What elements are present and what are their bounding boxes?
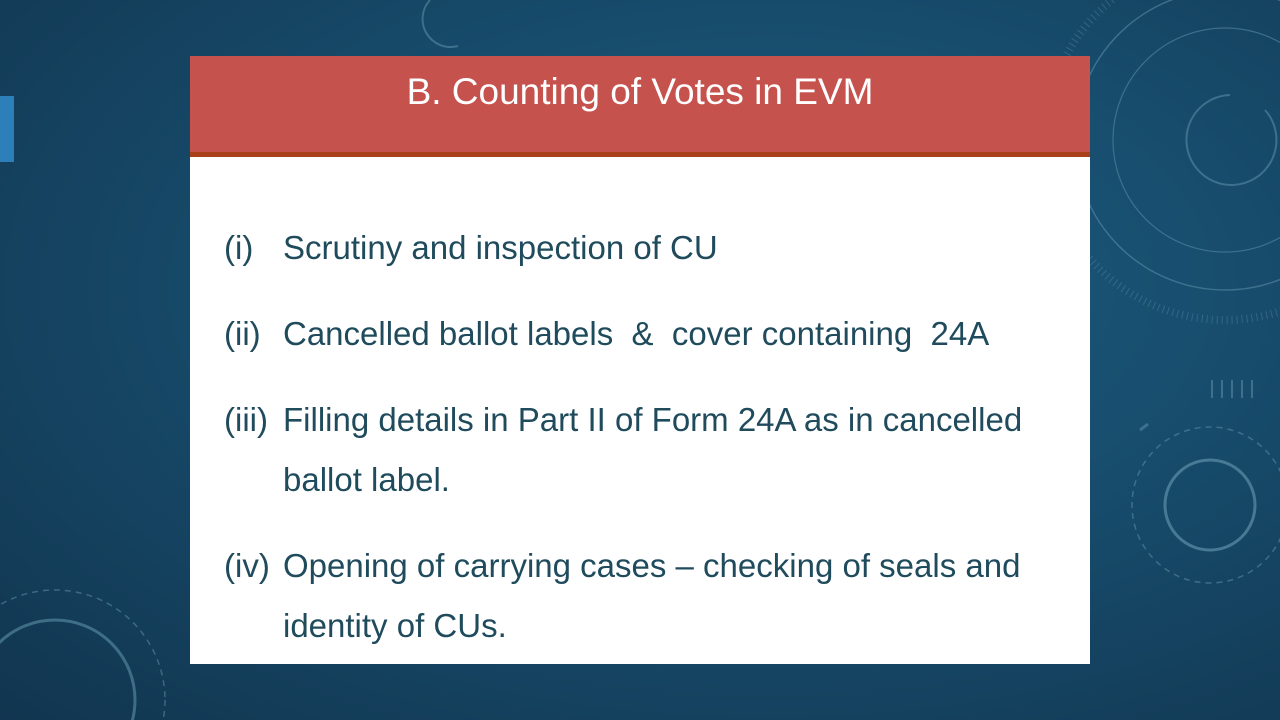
slide-card: B. Counting of Votes in EVM (i) Scrutiny… bbox=[190, 56, 1090, 664]
list-item: (i) Scrutiny and inspection of CU bbox=[224, 218, 1084, 278]
list-item: (iii) Filling details in Part II of Form… bbox=[224, 390, 1084, 510]
item-text: Cancelled ballot labels & cover containi… bbox=[283, 315, 990, 352]
slide-title: B. Counting of Votes in EVM bbox=[406, 71, 874, 112]
list-item: (ii) Cancelled ballot labels & cover con… bbox=[224, 304, 1084, 364]
left-accent-bar bbox=[0, 96, 14, 162]
item-text: Scrutiny and inspection of CU bbox=[283, 229, 718, 266]
item-list: (i) Scrutiny and inspection of CU (ii) C… bbox=[224, 218, 1084, 664]
item-text: Opening of carrying cases – checking of … bbox=[283, 547, 1030, 644]
list-item: (iv) Opening of carrying cases – checkin… bbox=[224, 536, 1084, 656]
item-number: (ii) bbox=[224, 315, 261, 352]
item-number: (iv) bbox=[224, 547, 270, 584]
item-text: Filling details in Part II of Form 24A a… bbox=[283, 401, 1032, 498]
item-number: (iii) bbox=[224, 401, 268, 438]
slide-header: B. Counting of Votes in EVM bbox=[190, 56, 1090, 157]
item-number: (i) bbox=[224, 229, 254, 266]
